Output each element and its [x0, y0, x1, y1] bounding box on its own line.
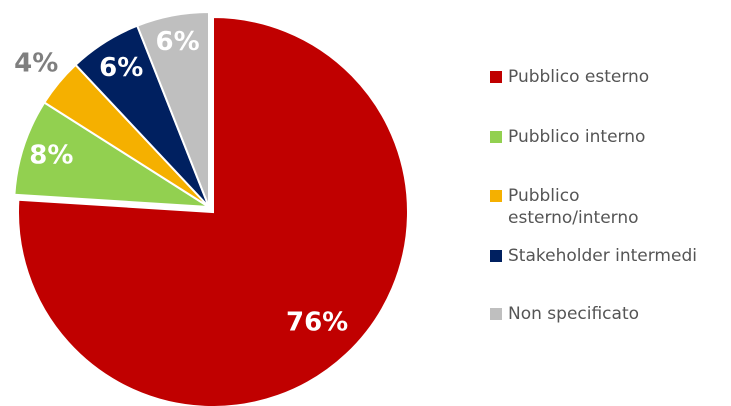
value-label: 4%: [14, 49, 58, 79]
value-label: 76%: [286, 307, 348, 337]
legend-label: Pubblico esterno/interno: [508, 186, 639, 228]
legend-swatch: [490, 71, 502, 83]
value-label: 6%: [155, 27, 199, 57]
legend-label: Stakeholder intermedi: [508, 246, 697, 266]
legend-swatch: [490, 250, 502, 262]
legend-item: Pubblico esterno/interno: [490, 185, 673, 229]
legend-swatch: [490, 131, 502, 143]
pie-slice: [17, 15, 409, 406]
value-label: 6%: [99, 53, 143, 83]
value-label: 8%: [29, 140, 73, 170]
legend-item: Pubblico esterno: [490, 66, 649, 88]
legend-swatch: [490, 308, 502, 320]
pie-slice: [135, 10, 210, 208]
pie-slice: [13, 101, 210, 208]
legend-label: Non specificato: [508, 304, 640, 324]
legend-item: Pubblico interno: [490, 126, 645, 148]
legend-item: Non specificato: [490, 303, 639, 325]
legend-label: Pubblico interno: [508, 127, 646, 147]
legend-item: Stakeholder intermedi: [490, 245, 697, 267]
legend-label: Pubblico esterno: [508, 67, 650, 87]
legend-swatch: [490, 190, 502, 202]
